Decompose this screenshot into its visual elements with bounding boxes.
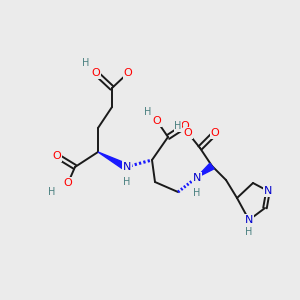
Text: O: O	[181, 121, 189, 131]
Text: O: O	[184, 128, 192, 138]
Text: H: H	[48, 187, 56, 197]
Text: N: N	[123, 162, 131, 172]
Text: N: N	[245, 215, 253, 225]
Polygon shape	[196, 163, 214, 178]
Text: H: H	[174, 121, 182, 131]
Text: N: N	[193, 173, 201, 183]
Text: H: H	[193, 188, 201, 198]
Text: O: O	[92, 68, 100, 78]
Text: O: O	[124, 68, 132, 78]
Text: H: H	[144, 107, 152, 117]
Text: O: O	[153, 116, 161, 126]
Polygon shape	[98, 152, 128, 170]
Text: O: O	[52, 151, 62, 161]
Text: O: O	[211, 128, 219, 138]
Text: H: H	[245, 227, 253, 237]
Text: N: N	[264, 186, 272, 196]
Text: O: O	[64, 178, 72, 188]
Text: H: H	[82, 58, 90, 68]
Text: H: H	[123, 177, 131, 187]
